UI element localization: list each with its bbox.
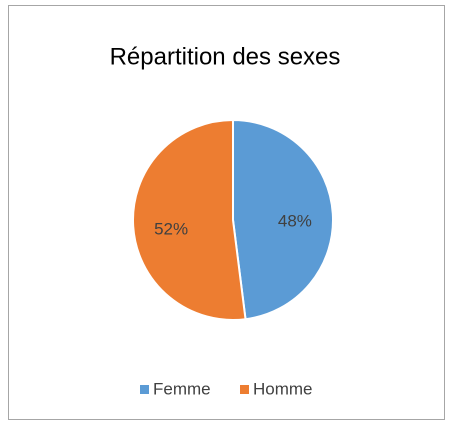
legend-swatch: [140, 385, 149, 394]
pie-slice: [132, 118, 247, 321]
pie-slice: [232, 118, 334, 321]
data-label: 52%: [154, 219, 188, 238]
legend-label: Homme: [253, 379, 313, 398]
data-label: 48%: [278, 212, 312, 231]
legend-label: Femme: [153, 379, 211, 398]
chart-title: Répartition des sexes: [110, 43, 341, 70]
legend-swatch: [240, 385, 249, 394]
